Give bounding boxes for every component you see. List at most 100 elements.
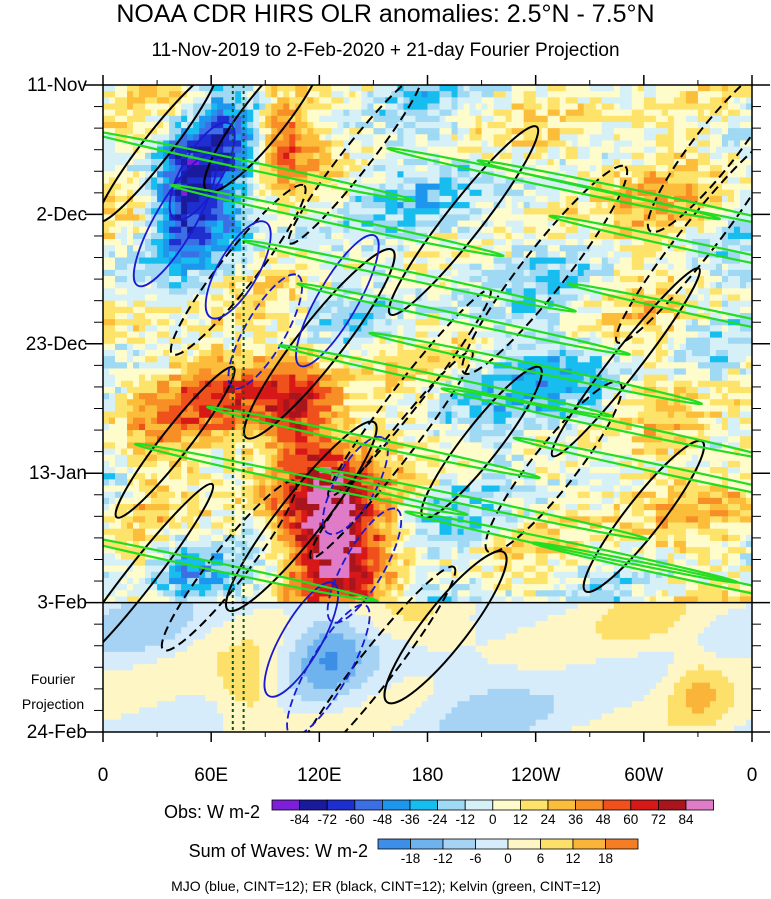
heatmap-cell bbox=[325, 325, 332, 333]
heatmap-cell bbox=[667, 349, 675, 357]
heatmap-cell bbox=[661, 140, 669, 148]
heatmap-cell bbox=[271, 158, 278, 166]
heatmap-cell bbox=[565, 319, 573, 326]
heatmap-cell bbox=[121, 208, 128, 215]
heatmap-cell bbox=[613, 232, 621, 240]
heatmap-cell bbox=[379, 220, 387, 228]
heatmap-cell bbox=[739, 183, 747, 191]
heatmap-cell bbox=[475, 146, 483, 154]
heatmap-cell bbox=[319, 189, 326, 197]
heatmap-cell bbox=[187, 202, 194, 209]
heatmap-cell bbox=[752, 221, 759, 228]
heatmap-cell bbox=[619, 109, 627, 117]
heatmap-cell bbox=[223, 300, 230, 308]
heatmap-cell bbox=[625, 91, 633, 98]
heatmap-cell bbox=[715, 312, 723, 320]
heatmap-cell bbox=[115, 269, 122, 277]
heatmap-cell bbox=[253, 128, 260, 135]
heatmap-cell bbox=[727, 171, 735, 179]
heatmap-cell bbox=[667, 226, 675, 234]
heatmap-cell bbox=[133, 171, 140, 179]
heatmap-cell bbox=[319, 306, 326, 314]
heatmap-cell bbox=[505, 239, 513, 246]
heatmap-cell bbox=[709, 146, 717, 154]
heatmap-cell bbox=[643, 282, 651, 289]
heatmap-cell bbox=[727, 349, 735, 357]
heatmap-cell bbox=[451, 226, 459, 234]
heatmap-cell bbox=[271, 202, 278, 209]
heatmap-cell bbox=[361, 103, 369, 111]
heatmap-cell bbox=[121, 331, 128, 339]
heatmap-cell bbox=[427, 245, 435, 252]
heatmap-cell bbox=[247, 152, 254, 160]
heatmap-cell bbox=[289, 232, 296, 240]
heatmap-cell bbox=[151, 171, 158, 179]
heatmap-cell bbox=[121, 257, 128, 265]
heatmap-cell bbox=[619, 337, 627, 345]
heatmap-cell bbox=[553, 356, 561, 363]
heatmap-cell bbox=[541, 195, 549, 203]
heatmap-cell bbox=[157, 109, 164, 117]
heatmap-cell bbox=[295, 183, 302, 191]
heatmap-cell bbox=[709, 300, 717, 308]
heatmap-cell bbox=[535, 232, 543, 240]
heatmap-cell bbox=[115, 140, 122, 148]
heatmap-cell bbox=[283, 177, 290, 185]
heatmap-cell bbox=[199, 226, 206, 234]
heatmap-cell bbox=[481, 362, 489, 370]
heatmap-cell bbox=[223, 103, 230, 111]
heatmap-cell bbox=[571, 158, 579, 166]
heatmap-cell bbox=[229, 362, 236, 370]
heatmap-cell bbox=[661, 134, 669, 142]
heatmap-cell bbox=[547, 276, 555, 283]
heatmap-cell bbox=[187, 195, 194, 203]
heatmap-cell bbox=[127, 288, 134, 296]
heatmap-cell bbox=[481, 356, 489, 363]
heatmap-cell bbox=[103, 202, 110, 209]
heatmap-cell bbox=[469, 362, 477, 370]
heatmap-cell bbox=[433, 115, 441, 123]
heatmap-cell bbox=[589, 343, 597, 351]
heatmap-cell bbox=[583, 220, 591, 228]
heatmap-cell bbox=[739, 128, 747, 135]
heatmap-cell bbox=[595, 121, 603, 129]
heatmap-cell bbox=[752, 239, 759, 246]
heatmap-cell bbox=[283, 288, 290, 296]
heatmap-cell bbox=[379, 140, 387, 148]
heatmap-cell bbox=[367, 177, 375, 185]
heatmap-cell bbox=[181, 165, 188, 172]
heatmap-cell bbox=[343, 269, 350, 277]
heatmap-cell bbox=[421, 257, 429, 265]
heatmap-cell bbox=[721, 288, 729, 296]
heatmap-cell bbox=[511, 208, 519, 215]
heatmap-cell bbox=[661, 337, 669, 345]
heatmap-cell bbox=[469, 85, 477, 92]
heatmap-cell bbox=[649, 134, 657, 142]
heatmap-cell bbox=[301, 276, 308, 283]
heatmap-cell bbox=[121, 214, 128, 222]
heatmap-cell bbox=[511, 319, 519, 326]
heatmap-cell bbox=[367, 282, 375, 289]
heatmap-cell bbox=[571, 331, 579, 339]
heatmap-cell bbox=[391, 165, 399, 172]
heatmap-cell bbox=[427, 115, 435, 123]
heatmap-cell bbox=[703, 282, 711, 289]
heatmap-cell bbox=[115, 356, 122, 363]
heatmap-cell bbox=[217, 226, 224, 234]
heatmap-cell bbox=[571, 325, 579, 333]
heatmap-cell bbox=[337, 276, 344, 283]
heatmap-cell bbox=[115, 183, 122, 191]
heatmap-cell bbox=[535, 109, 543, 117]
heatmap-cell bbox=[673, 103, 681, 111]
heatmap-cell bbox=[565, 362, 573, 370]
heatmap-cell bbox=[535, 214, 543, 222]
heatmap-cell bbox=[433, 214, 441, 222]
heatmap-cell bbox=[637, 245, 645, 252]
heatmap-cell bbox=[679, 158, 687, 166]
heatmap-cell bbox=[661, 165, 669, 172]
heatmap-cell bbox=[571, 208, 579, 215]
heatmap-cell bbox=[235, 343, 242, 351]
heatmap-cell bbox=[265, 288, 272, 296]
heatmap-cell bbox=[367, 140, 375, 148]
heatmap-cell bbox=[715, 269, 723, 277]
